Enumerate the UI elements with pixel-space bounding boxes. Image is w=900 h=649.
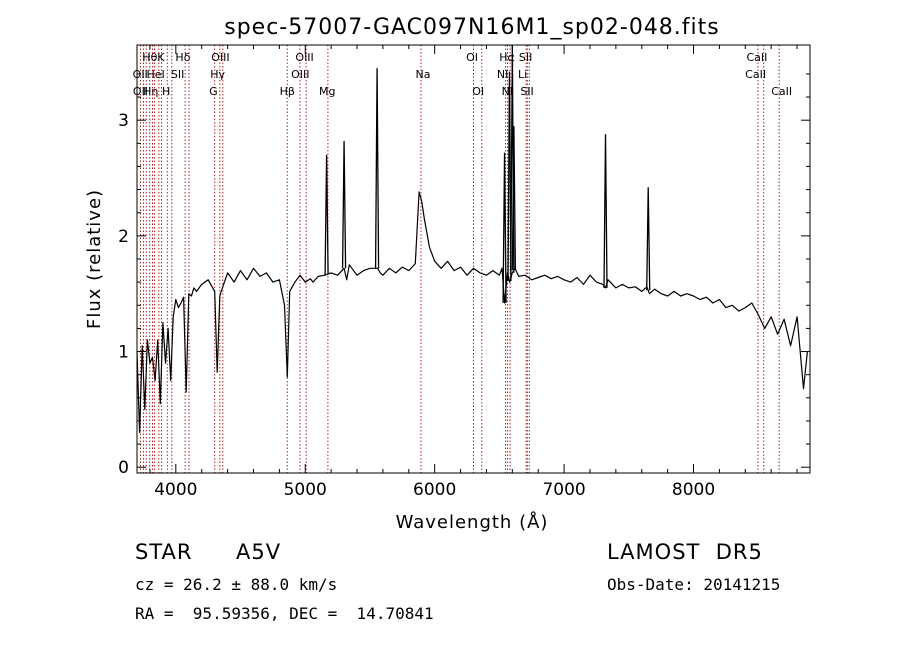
x-tick-label-4: 8000 [672, 480, 715, 500]
spectrum-line [136, 191, 808, 434]
line-label-row1-8: CaII [746, 51, 767, 64]
chart-title: spec-57007-GAC097N16M1_sp02-048.fits [224, 15, 720, 40]
line-label-row1-3: OIII [211, 51, 229, 64]
redshift-velocity: cz = 26.2 ± 88.0 km/s [135, 575, 338, 594]
line-label-row3-1: Hη [143, 85, 158, 98]
line-label-row1-1: K [157, 51, 165, 64]
line-label-row3-7: NI [502, 85, 513, 98]
line-label-row1-4: OIII [295, 51, 313, 64]
x-tick-label-1: 5000 [284, 480, 327, 500]
line-label-row2-8: CaII [745, 68, 766, 81]
emission-spike-8 [646, 187, 651, 291]
line-label-row2-5: Na [416, 68, 431, 81]
line-label-row1-5: OI [466, 51, 478, 64]
x-axis-label: Wavelength (Å) [396, 511, 549, 533]
line-label-row1-6: Hα [499, 51, 515, 64]
emission-spike-3 [502, 152, 507, 303]
line-label-row1-0: Hθ [142, 51, 157, 64]
emission-spike-1 [341, 141, 347, 269]
line-label-row2-7: Li [518, 68, 527, 81]
survey-name: LAMOST DR5 [607, 540, 763, 564]
line-label-row3-3: G [209, 85, 218, 98]
x-tick-label-2: 6000 [413, 480, 456, 500]
line-label-row2-3: Hγ [210, 68, 225, 81]
y-axis-ticks: 0 1 2 3 [118, 73, 810, 478]
line-label-row1-7: SII [519, 51, 532, 64]
spectral-line-markers [139, 45, 780, 473]
line-label-row2-6: NI [497, 68, 508, 81]
line-label-row3-4: Hβ [280, 85, 295, 98]
coordinates: RA = 95.59356, DEC = 14.70841 [135, 604, 434, 623]
line-label-row2-4: OIII [291, 68, 309, 81]
emission-spike-7 [603, 134, 608, 288]
line-label-row2-1: HeI [146, 68, 164, 81]
emission-spike-4 [507, 71, 512, 282]
x-tick-label-3: 7000 [542, 480, 585, 500]
emission-spike-2 [374, 68, 380, 269]
emission-spike-6 [511, 125, 517, 271]
line-label-row3-6: OI [472, 85, 484, 98]
observation-date: Obs-Date: 20141215 [607, 575, 781, 594]
line-label-row3-5: Mg [319, 85, 335, 98]
line-label-row3-8: SII [520, 85, 533, 98]
y-tick-label-1: 1 [118, 343, 129, 363]
emission-spike-0 [324, 154, 329, 275]
emission-spikes [324, 44, 651, 303]
line-label-row1-2: Hδ [175, 51, 190, 64]
y-tick-label-2: 2 [118, 227, 129, 247]
line-label-row3-9: CaII [771, 85, 792, 98]
line-label-row3-2: H [162, 85, 170, 98]
line-label-row2-0: OII [133, 68, 148, 81]
y-axis-label: Flux (relative) [84, 189, 105, 329]
line-label-row2-2: SII [171, 68, 184, 81]
y-tick-label-3: 3 [118, 111, 129, 131]
object-subclass: A5V [236, 540, 282, 564]
x-axis-ticks: 4000 5000 6000 7000 8000 [149, 45, 798, 500]
x-tick-label-0: 4000 [154, 480, 197, 500]
object-class: STAR [135, 540, 193, 564]
y-tick-label-0: 0 [118, 458, 129, 478]
